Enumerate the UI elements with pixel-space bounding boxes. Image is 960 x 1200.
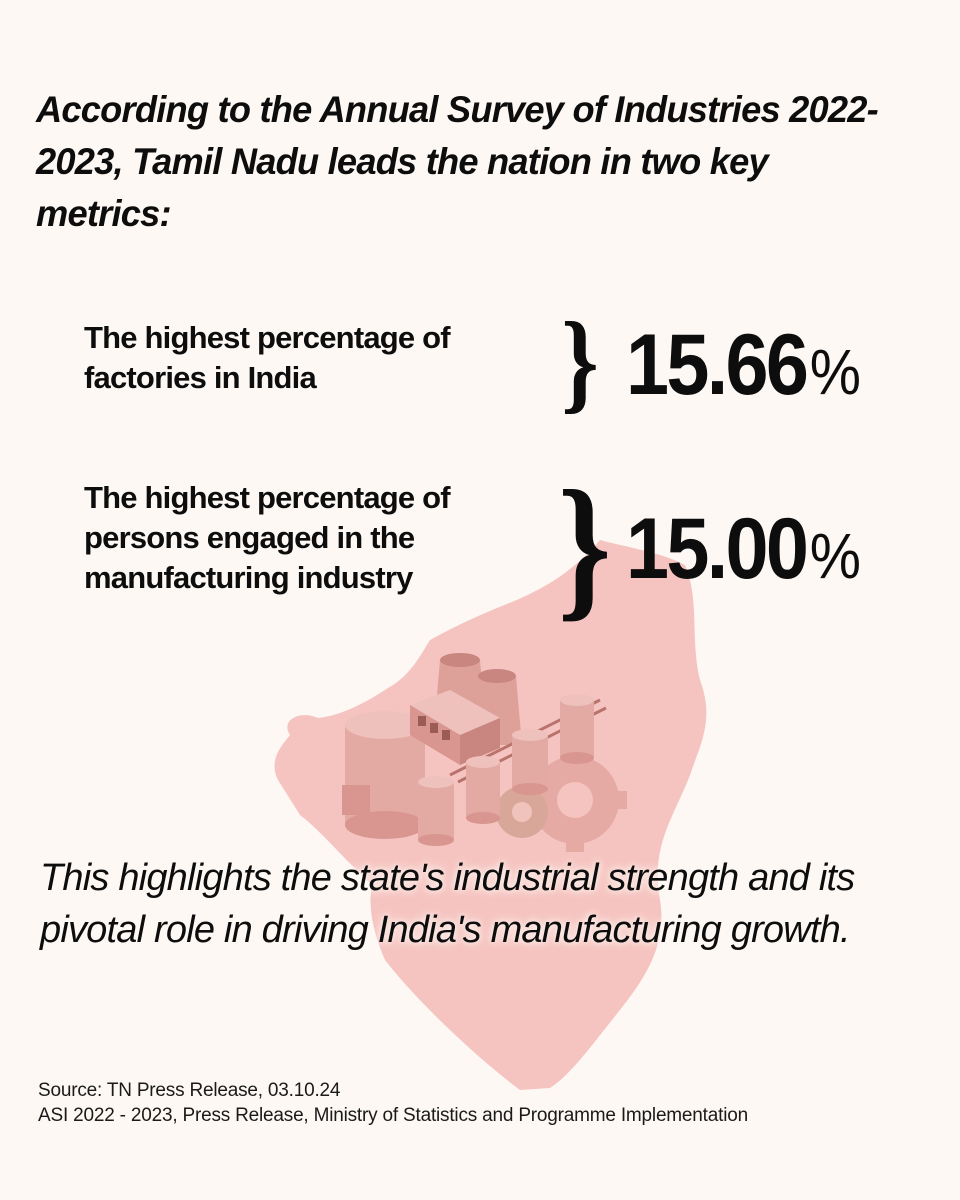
stat-factories-number: 15.66 xyxy=(626,317,809,413)
silo xyxy=(466,756,500,824)
source-notes: Source: TN Press Release, 03.10.24 ASI 2… xyxy=(38,1078,938,1128)
conclusion-text: This highlights the state's industrial s… xyxy=(40,857,855,951)
stat-factories-value: 15.66% xyxy=(626,322,861,408)
intro-heading: According to the Annual Survey of Indust… xyxy=(36,89,879,234)
factory-building xyxy=(410,690,500,765)
stat-persons-value: 15.00% xyxy=(626,506,861,592)
stat-factories-unit: % xyxy=(809,336,862,408)
brace-icon: } xyxy=(561,300,599,424)
stat-persons-unit: % xyxy=(809,520,862,592)
source-line: Source: TN Press Release, 03.10.24 xyxy=(38,1080,341,1101)
stat-factories-label: The highest percentage of factories in I… xyxy=(84,320,451,395)
silo xyxy=(512,729,548,795)
factory-illustration xyxy=(342,653,627,852)
silo xyxy=(560,694,594,764)
source-line: ASI 2022 - 2023, Press Release, Ministry… xyxy=(38,1105,748,1126)
stat-persons-number: 15.00 xyxy=(626,501,809,597)
brace-icon: } xyxy=(557,457,612,635)
stat-persons-label: The highest percentage of persons engage… xyxy=(84,480,451,595)
gear-icon xyxy=(496,786,548,838)
storage-tank xyxy=(342,711,425,839)
silo xyxy=(418,776,454,846)
